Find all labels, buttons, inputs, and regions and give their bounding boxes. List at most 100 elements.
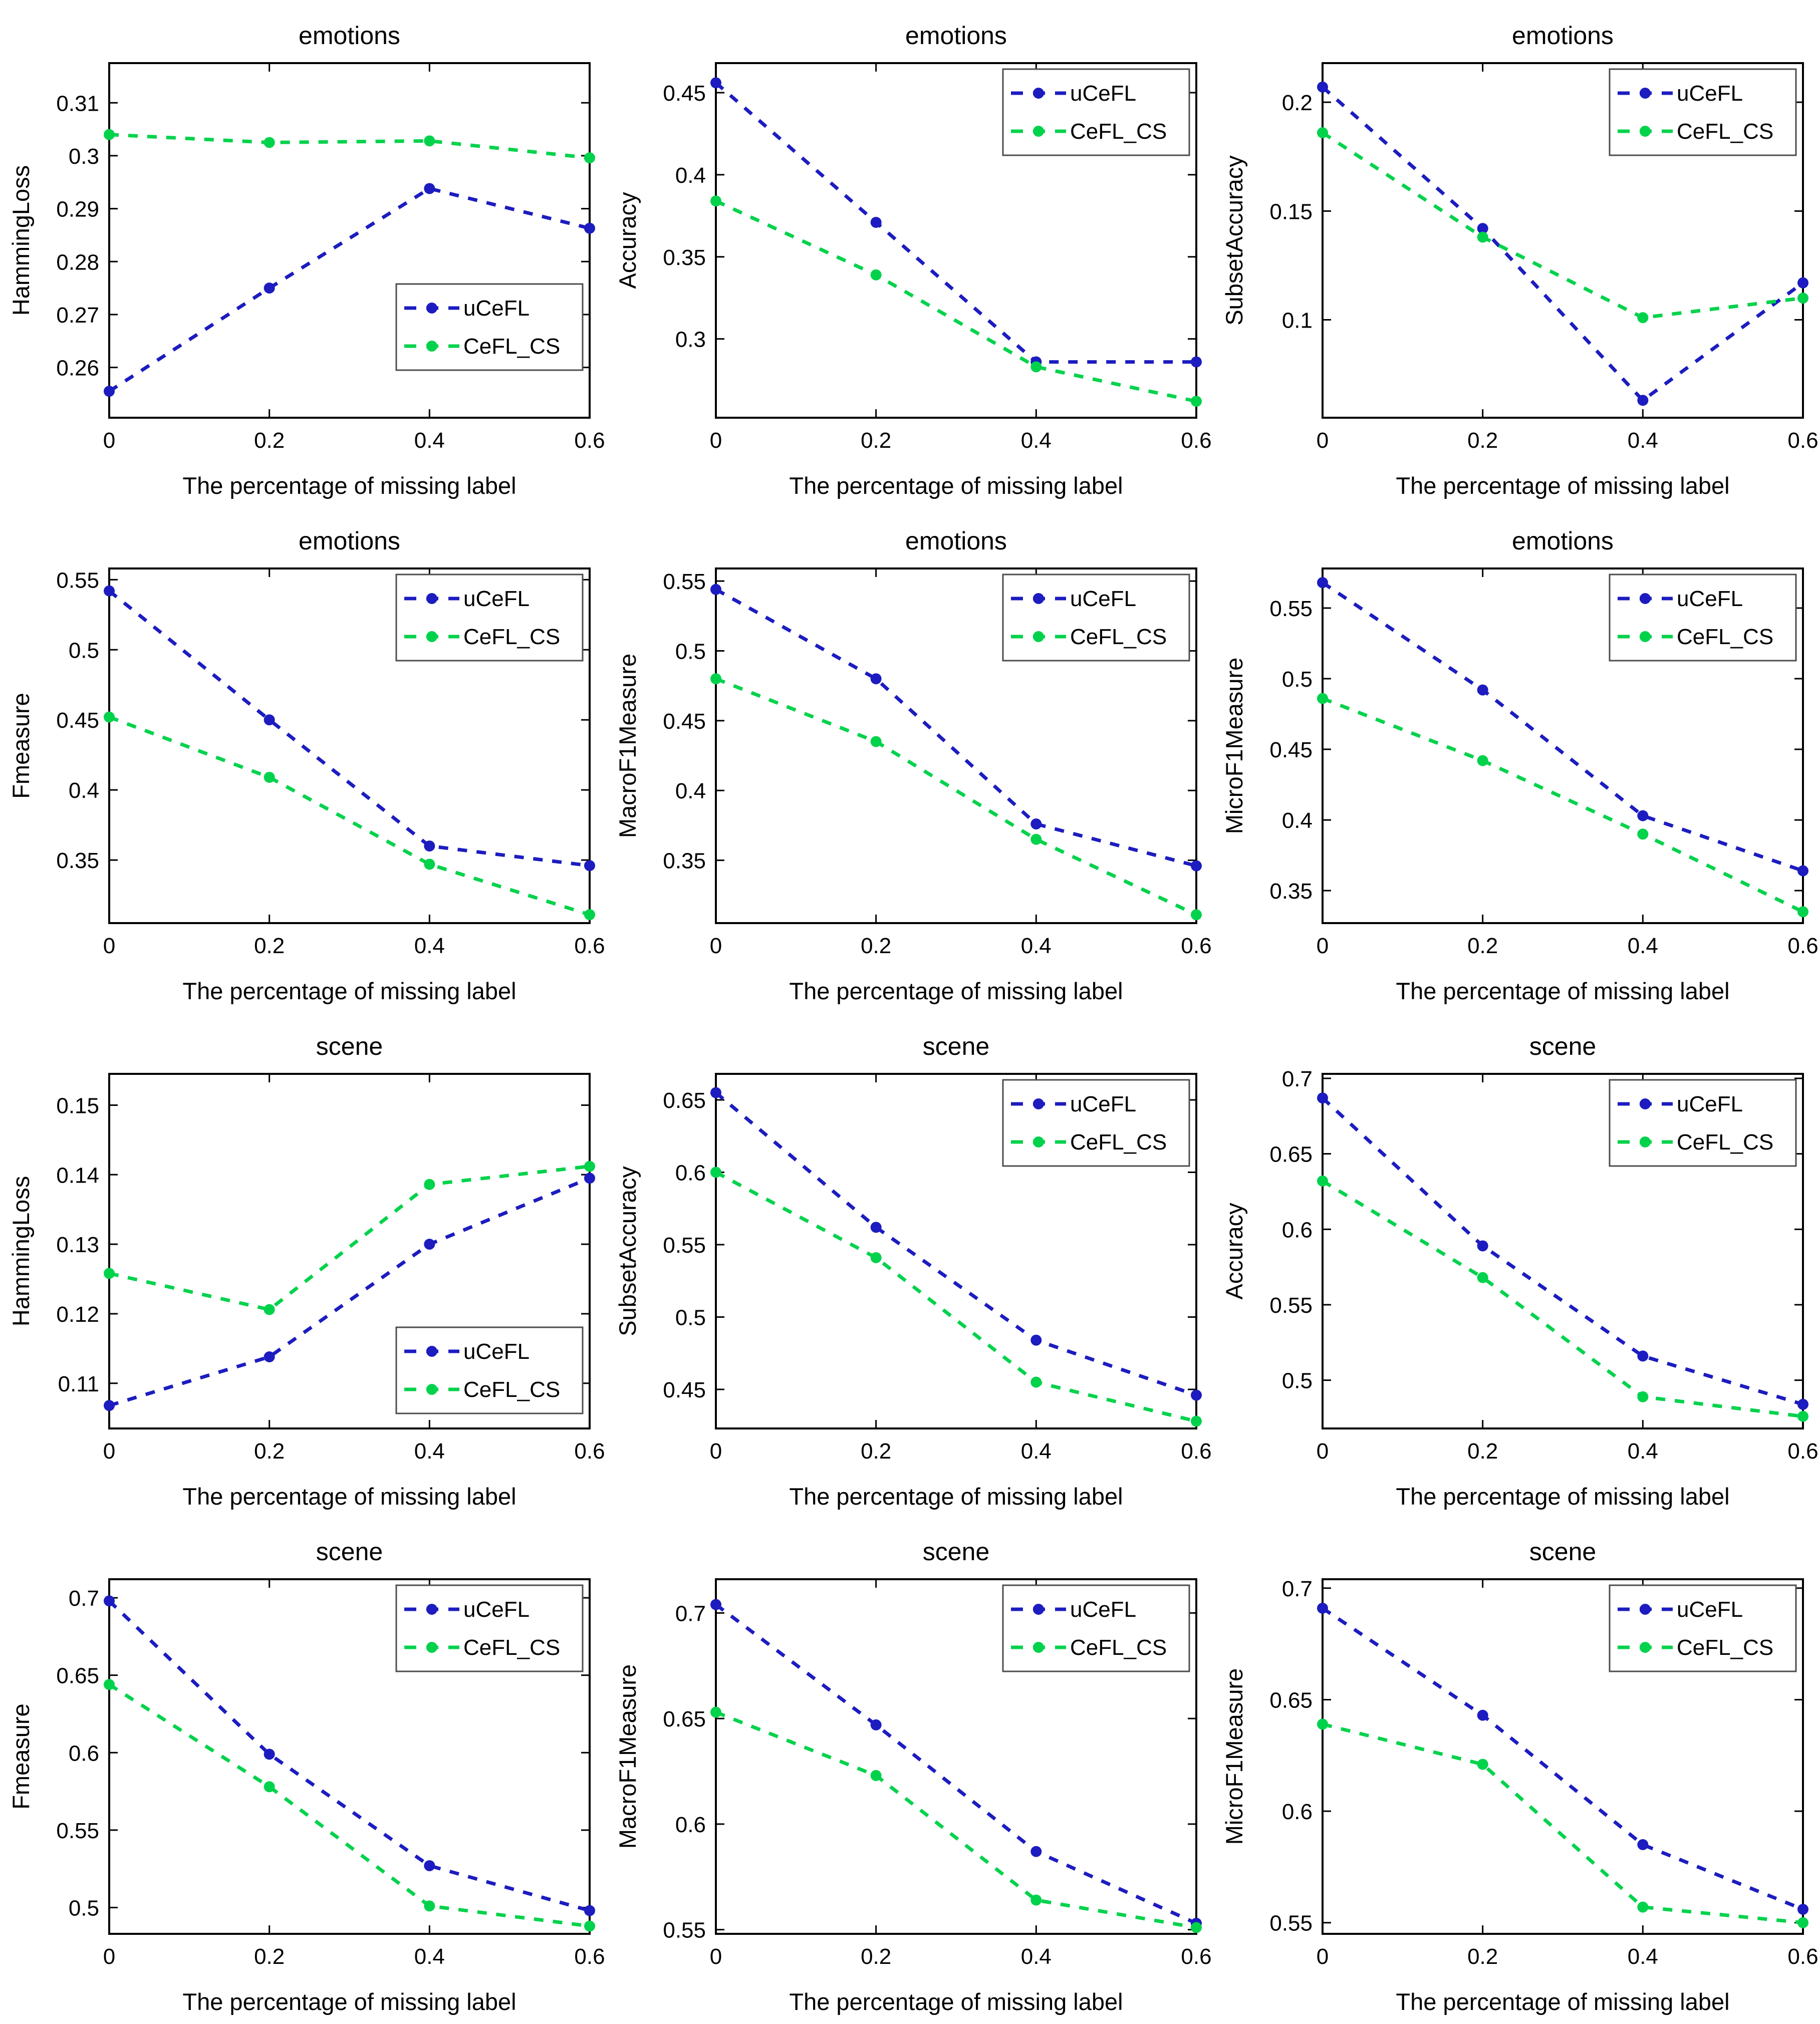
y-tick-label: 0.29 (56, 197, 99, 222)
y-tick-label: 0.5 (69, 638, 99, 663)
data-point-CeFL_CS (1030, 1376, 1042, 1388)
legend-marker (426, 1346, 437, 1357)
chart-title: emotions (1512, 527, 1614, 555)
legend-label: CeFL_CS (463, 1377, 560, 1402)
x-tick-label: 0.4 (1628, 1439, 1658, 1464)
series-line-CeFL_CS (108, 1683, 590, 1928)
legend-marker (426, 1604, 437, 1615)
plot-border (715, 62, 1197, 419)
legend-label: uCeFL (1677, 1597, 1743, 1622)
x-tick-label: 0 (1317, 428, 1329, 453)
data-point-CeFL_CS (264, 771, 275, 783)
data-point-uCeFL (870, 216, 882, 228)
data-point-CeFL_CS (710, 673, 721, 685)
x-tick-label: 0 (103, 1944, 115, 1969)
data-point-uCeFL (584, 222, 595, 234)
data-point-uCeFL (584, 1173, 595, 1184)
data-point-CeFL_CS (1797, 906, 1808, 918)
legend-marker (1640, 1098, 1651, 1109)
data-point-CeFL_CS (870, 269, 882, 280)
series-line-CeFL_CS (109, 1165, 590, 1312)
chart-svg: scene 0 0.2 0.4 0.6 0.45 0.5 0.55 0.6 0.65 The per… (614, 1032, 1212, 1510)
data-point-uCeFL (584, 860, 595, 872)
x-axis-label: The percentage of missing label (182, 1988, 516, 2015)
legend-label: CeFL_CS (1070, 1635, 1167, 1660)
x-tick-label: 0.4 (1021, 428, 1052, 453)
series-line-uCeFL (1321, 1096, 1804, 1406)
data-point-uCeFL (1477, 223, 1488, 234)
y-axis-label: MacroF1Measure (614, 1664, 641, 1849)
data-point-uCeFL (710, 1087, 721, 1098)
data-point-uCeFL (1030, 1334, 1042, 1346)
x-tick-label: 0.2 (1467, 1439, 1498, 1464)
legend-label: CeFL_CS (463, 1635, 560, 1660)
chart-emotions-MicroF1Measure: emotions 0 0.2 0.4 0.6 0.35 0.4 0.45 0.5 0.55 The … (1213, 505, 1820, 1011)
data-point-CeFL_CS (264, 1304, 275, 1315)
y-tick-label: 0.11 (58, 1372, 99, 1396)
x-tick-label: 0 (1317, 1439, 1329, 1464)
x-tick-label: 0 (710, 1944, 722, 1969)
x-tick-label: 0.2 (254, 428, 285, 453)
data-point-uCeFL (1477, 1709, 1488, 1721)
data-point-CeFL_CS (424, 135, 435, 147)
x-tick-label: 0.4 (414, 1944, 445, 1969)
data-point-uCeFL (1191, 1389, 1202, 1401)
series-line-uCeFL (1322, 581, 1804, 873)
x-axis-label: The percentage of missing label (182, 978, 516, 1004)
y-tick-label: 0.55 (1269, 597, 1313, 621)
legend-marker (1033, 593, 1044, 604)
y-tick-label: 0.6 (1282, 1800, 1313, 1824)
data-point-uCeFL (424, 183, 435, 194)
x-axis-label: The percentage of missing label (789, 472, 1123, 499)
plot-border (1322, 62, 1804, 419)
x-tick-label: 0 (1317, 934, 1329, 958)
x-tick-label: 0.6 (574, 934, 605, 958)
y-tick-label: 0.65 (663, 1707, 706, 1731)
y-tick-label: 0.5 (675, 1305, 706, 1330)
y-tick-label: 0.65 (663, 1088, 706, 1113)
chart-title: emotions (299, 527, 400, 555)
legend-box (1002, 573, 1190, 662)
series-line-CeFL_CS (715, 677, 1197, 917)
legend-label: uCeFL (1070, 587, 1136, 611)
data-point-CeFL_CS (1030, 833, 1042, 845)
y-tick-label: 0.1 (1282, 309, 1313, 333)
data-point-uCeFL (1637, 1839, 1649, 1850)
legend-label: uCeFL (1070, 81, 1136, 106)
legend-label: CeFL_CS (1070, 625, 1167, 649)
data-point-uCeFL (1477, 684, 1488, 696)
data-point-uCeFL (1797, 865, 1808, 877)
y-tick-label: 0.6 (675, 1161, 706, 1186)
x-tick-label: 0.6 (1787, 1439, 1818, 1464)
x-tick-label: 0.2 (1467, 934, 1498, 958)
x-tick-label: 0.4 (1628, 1944, 1658, 1969)
data-point-uCeFL (710, 1599, 721, 1610)
x-axis-label: The percentage of missing label (789, 978, 1123, 1004)
series-line-CeFL_CS (1322, 697, 1804, 914)
data-point-CeFL_CS (264, 1781, 275, 1793)
y-tick-label: 0.45 (663, 81, 706, 106)
legend-label: CeFL_CS (1677, 625, 1773, 649)
data-point-uCeFL (870, 1719, 882, 1730)
chart-title: scene (923, 1032, 989, 1060)
x-tick-label: 0.2 (861, 1944, 891, 1969)
data-point-CeFL_CS (1030, 361, 1042, 373)
legend-label: CeFL_CS (463, 625, 560, 649)
y-tick-label: 0.65 (56, 1664, 99, 1688)
y-tick-label: 0.12 (56, 1302, 99, 1327)
x-axis-label: The percentage of missing label (789, 1483, 1123, 1510)
legend-box (1609, 573, 1797, 662)
chart-scene-Accuracy: scene 0 0.2 0.4 0.6 0.5 0.55 0.6 0.65 0.7 The perc… (1213, 1011, 1820, 1516)
series-line-uCeFL (1322, 1606, 1804, 1911)
series-line-CeFL_CS (1322, 1722, 1803, 1925)
y-tick-label: 0.3 (69, 144, 99, 169)
data-point-CeFL_CS (1317, 1175, 1328, 1187)
legend-box (1002, 68, 1190, 156)
x-tick-label: 0 (103, 934, 115, 958)
data-point-uCeFL (264, 1749, 275, 1760)
y-tick-label: 0.7 (1282, 1067, 1313, 1091)
y-tick-label: 0.2 (1282, 91, 1313, 115)
y-tick-label: 0.45 (663, 709, 706, 734)
y-tick-label: 0.35 (663, 245, 706, 270)
y-tick-label: 0.65 (1269, 1142, 1313, 1167)
